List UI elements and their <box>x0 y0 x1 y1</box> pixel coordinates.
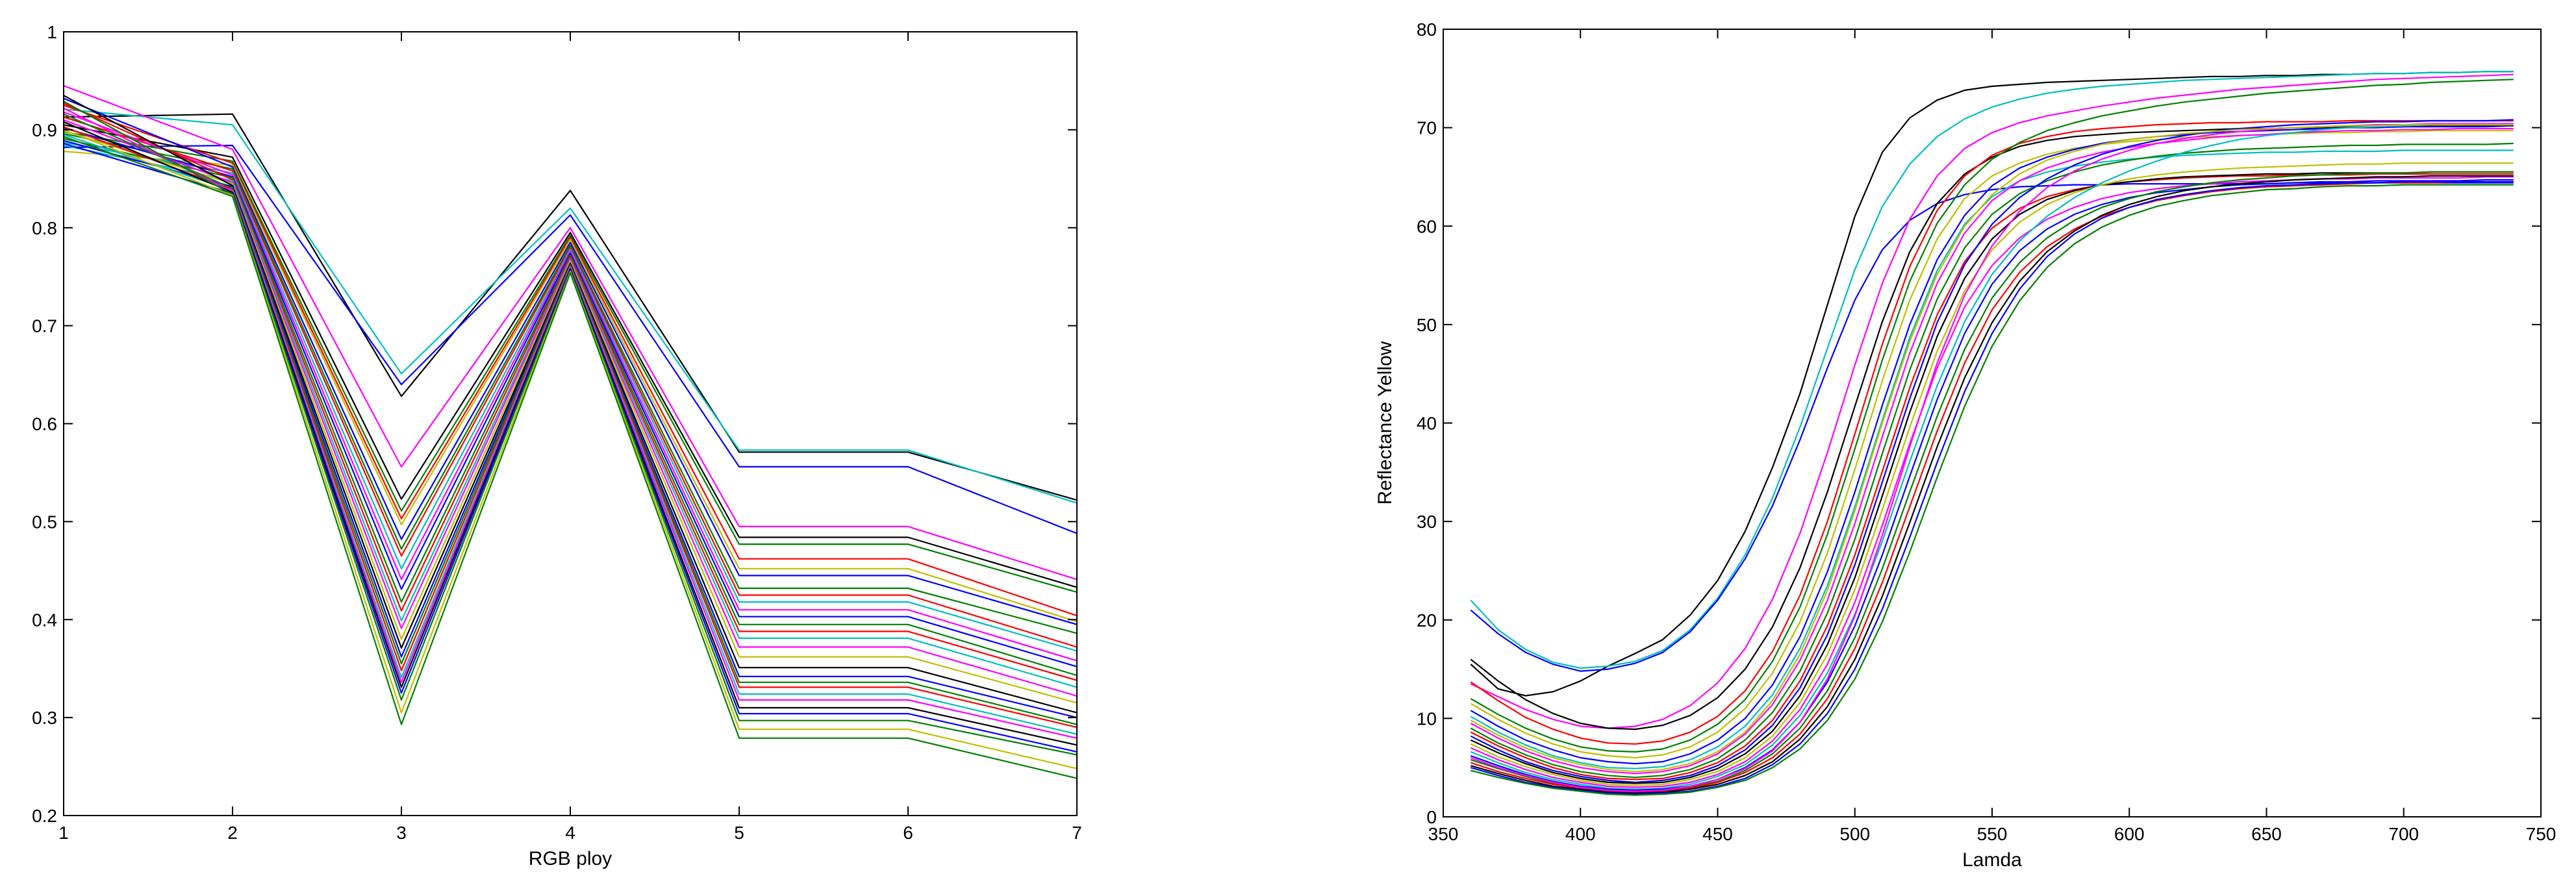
rgb-series-line-15 <box>63 138 1078 677</box>
rgb-x-tick-label: 7 <box>1072 823 1082 843</box>
rgb-series-line-8 <box>63 151 1078 623</box>
reflectance-x-tick-label: 400 <box>1565 824 1596 844</box>
reflectance-x-tick-label: 750 <box>2526 824 2557 844</box>
rgb-x-tick-label: 1 <box>58 823 69 843</box>
rgb-series-line-30 <box>63 136 1078 779</box>
reflectance-series-line-12 <box>1470 142 2514 779</box>
rgb-ploy-chart: 1 2 3 4 5 6 7 0.2 0.3 0.4 0.5 0.6 0.7 0.8 0.9 1 RGB plo… <box>32 22 1082 869</box>
reflectance-y-tick-label: 10 <box>1417 708 1437 729</box>
rgb-y-tick-label: 0.5 <box>32 512 57 532</box>
reflectance-x-tick-label: 350 <box>1428 824 1459 844</box>
reflectance-x-axis-label: Lamda <box>1962 849 2022 871</box>
reflectance-series-line-2 <box>1470 71 2514 669</box>
reflectance-series-line-8 <box>1470 130 2514 759</box>
rgb-series-line-5 <box>63 124 1078 588</box>
reflectance-chart: 350 400 450 500 550 600 650 700 750 0 10 20 30 40 50 60… <box>1374 19 2556 871</box>
rgb-series-line-28 <box>63 101 1078 756</box>
rgb-series-line-23 <box>63 126 1078 729</box>
rgb-series-line-29 <box>63 129 1078 769</box>
reflectance-x-tick-label: 500 <box>1839 824 1870 844</box>
rgb-y-tick-label: 0.8 <box>32 218 57 238</box>
rgb-ticks-group: 1 2 3 4 5 6 7 0.2 0.3 0.4 0.5 0.6 0.7 0.8 0.9 1 <box>32 22 1082 843</box>
rgb-y-tick-label: 0.7 <box>32 316 57 336</box>
rgb-series-line-3 <box>63 144 1078 534</box>
reflectance-series-line-18 <box>1470 123 2514 790</box>
rgb-series-line-20 <box>63 95 1078 714</box>
rgb-y-tick-label: 0.6 <box>32 414 57 434</box>
reflectance-y-tick-label: 40 <box>1417 414 1437 434</box>
reflectance-x-tick-label: 650 <box>2251 824 2282 844</box>
rgb-series-line-13 <box>63 111 1078 662</box>
reflectance-y-tick-label: 60 <box>1417 216 1437 236</box>
reflectance-series-line-4 <box>1470 73 2514 729</box>
rgb-y-tick-label: 0.3 <box>32 708 57 728</box>
rgb-x-tick-label: 3 <box>396 823 407 843</box>
reflectance-series-line-26 <box>1470 124 2514 773</box>
reflectance-y-tick-label: 80 <box>1417 19 1437 40</box>
reflectance-x-tick-label: 450 <box>1702 824 1733 844</box>
reflectance-y-tick-label: 20 <box>1417 610 1437 630</box>
reflectance-y-tick-label: 30 <box>1417 512 1437 532</box>
rgb-y-tick-label: 0.2 <box>32 806 57 826</box>
reflectance-series-line-7 <box>1470 79 2514 753</box>
rgb-series-line-12 <box>63 142 1078 652</box>
reflectance-series-line-24 <box>1471 184 2514 796</box>
rgb-series-line-2 <box>63 108 1078 504</box>
reflectance-series-line-21 <box>1470 181 2514 793</box>
rgb-series-line-14 <box>63 127 1078 667</box>
rgb-series-line-9 <box>63 97 1078 625</box>
rgb-series-line-21 <box>63 140 1078 719</box>
reflectance-x-tick-label: 700 <box>2388 824 2419 844</box>
reflectance-series-line-19 <box>1470 179 2514 792</box>
rgb-series-line-26 <box>63 121 1078 746</box>
rgb-series-group <box>63 84 1078 779</box>
reflectance-y-tick-label: 0 <box>1426 807 1437 827</box>
rgb-series-line-4 <box>63 84 1078 580</box>
rgb-series-line-18 <box>63 119 1078 697</box>
reflectance-ticks-group: 350 400 450 500 550 600 650 700 750 0 10 20 30 40 50 60… <box>1417 19 2557 844</box>
rgb-series-line-19 <box>63 130 1078 704</box>
rgb-series-line-6 <box>63 131 1078 593</box>
rgb-y-tick-label: 0.9 <box>32 120 57 140</box>
rgb-x-axis-label: RGB ploy <box>529 848 612 869</box>
reflectance-y-axis-label: Reflectance Yellow <box>1374 341 1396 505</box>
rgb-series-line-22 <box>63 113 1078 725</box>
reflectance-series-line-5 <box>1470 125 2514 730</box>
rgb-series-line-1 <box>63 113 1078 501</box>
rgb-x-tick-label: 5 <box>734 823 744 843</box>
reflectance-series-line-14 <box>1470 119 2514 784</box>
reflectance-series-line-6 <box>1470 119 2514 745</box>
rgb-series-line-10 <box>63 132 1078 634</box>
rgb-y-tick-label: 0.4 <box>32 610 57 630</box>
reflectance-series-line-22 <box>1470 175 2514 794</box>
reflectance-y-tick-label: 50 <box>1417 315 1437 335</box>
rgb-series-line-7 <box>63 105 1078 617</box>
rgb-series-line-25 <box>63 107 1078 739</box>
rgb-series-line-11 <box>63 116 1078 648</box>
rgb-series-line-24 <box>63 134 1078 735</box>
reflectance-x-tick-label: 600 <box>2114 824 2145 844</box>
reflectance-series-group <box>1470 71 2514 796</box>
reflectance-series-line-15 <box>1470 171 2514 784</box>
reflectance-series-line-10 <box>1470 149 2514 769</box>
reflectance-x-tick-label: 550 <box>1977 824 2008 844</box>
rgb-y-tick-label: 1 <box>47 22 57 42</box>
reflectance-series-line-16 <box>1470 162 2514 786</box>
rgb-x-tick-label: 6 <box>903 823 913 843</box>
reflectance-y-tick-label: 70 <box>1417 118 1437 138</box>
rgb-x-tick-label: 2 <box>227 823 238 843</box>
rgb-series-line-16 <box>63 103 1078 681</box>
reflectance-series-line-11 <box>1470 128 2514 775</box>
rgb-series-line-17 <box>63 144 1078 688</box>
rgb-series-line-27 <box>63 142 1078 753</box>
reflectance-series-line-23 <box>1470 181 2514 795</box>
rgb-x-tick-label: 4 <box>565 823 575 843</box>
